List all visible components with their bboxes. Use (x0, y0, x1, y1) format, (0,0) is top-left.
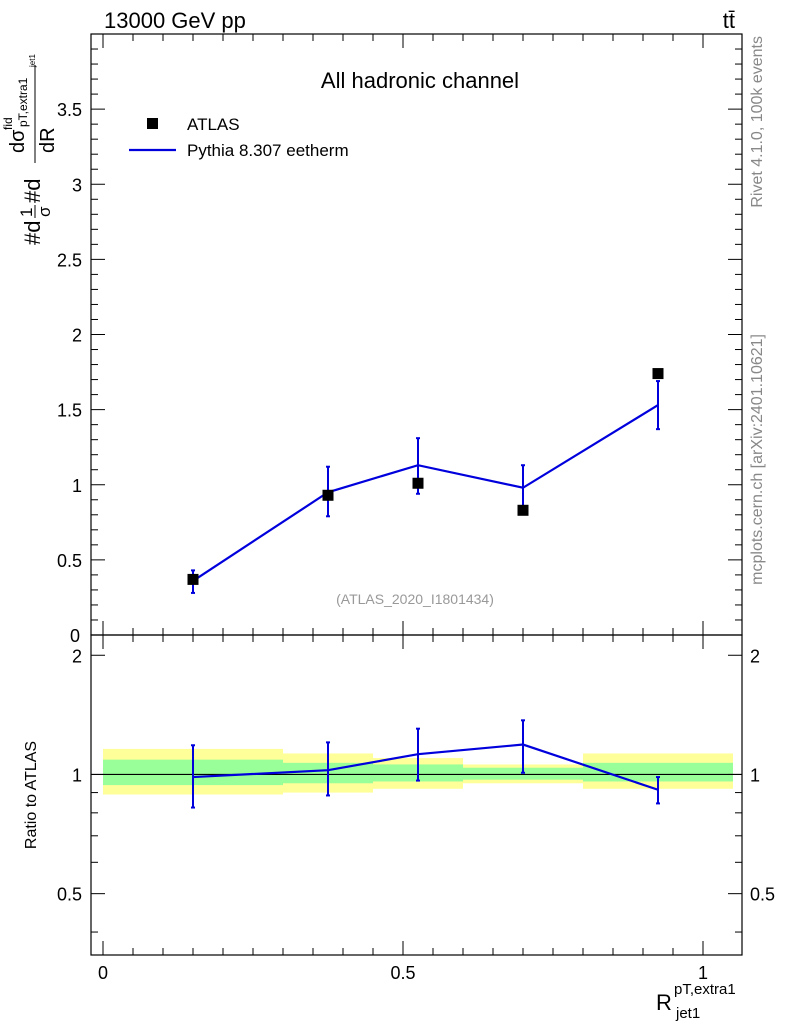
ratio-ytick-label: 2 (72, 646, 82, 666)
ratio-ylabel: Ratio to ATLAS (23, 741, 40, 849)
atlas-data-point (517, 504, 529, 516)
xlabel-main: R (656, 990, 672, 1015)
ylabel-fid: fid (1, 117, 15, 130)
ratio-ytick-label: 1 (72, 765, 82, 785)
main-ytick-label: 1 (72, 476, 82, 496)
main-ytick-label: 1.5 (57, 401, 82, 421)
xlabel-sub: jet1 (675, 1005, 700, 1022)
ylabel-hash-d-2: #d (20, 179, 45, 203)
ratio-ytick-label-right: 0.5 (750, 885, 775, 905)
legend-atlas-label: ATLAS (187, 115, 240, 134)
main-ylabel: #d 1 σ #d dσ fid pT,extra1 jet1 dR (1, 54, 59, 245)
atlas-data-point (187, 573, 199, 585)
main-series (187, 368, 664, 594)
main-y-zero-label: 0 (70, 626, 80, 646)
process-label: tt̄ (723, 8, 735, 33)
ratio-bands (91, 748, 742, 795)
rivet-label: Rivet 4.1.0, 100k events (749, 36, 766, 208)
pythia-line (192, 404, 659, 582)
legend-pythia-label: Pythia 8.307 eetherm (187, 141, 349, 160)
main-ticks: 0.5 1 1.5 2 2.5 3 3.5 (57, 34, 742, 635)
atlas-data-point (412, 477, 424, 489)
legend: ATLAS Pythia 8.307 eetherm (129, 115, 349, 160)
legend-atlas-marker (147, 118, 158, 129)
ylabel-dsigma: dσ (7, 129, 29, 153)
ratio-xtick-label: 1 (698, 963, 708, 983)
xlabel-sup: pT,extra1 (674, 981, 736, 998)
ylabel-extra: pT,extra1 (16, 77, 30, 127)
ratio-frame (90, 634, 743, 956)
main-ytick-label: 3 (72, 175, 82, 195)
main-ytick-label: 0.5 (57, 551, 82, 571)
analysis-label: (ATLAS_2020_I1801434) (336, 591, 494, 607)
main-ytick-label: 3.5 (57, 100, 82, 120)
ratio-ytick-label-right: 1 (750, 765, 760, 785)
main-title: All hadronic channel (321, 68, 519, 93)
ratio-panel: 0.5 0.5 1 1 2 2 0 0.5 1 Ratio to ATLAS (23, 634, 775, 983)
ylabel-hash-d: #d (20, 221, 45, 245)
main-ytick-label: 2.5 (57, 250, 82, 270)
mcplots-label: mcplots.cern.ch [arXiv:2401.10621] (749, 334, 766, 585)
main-ytick-label: 2 (72, 326, 82, 346)
energy-label: 13000 GeV pp (104, 8, 246, 33)
ylabel-jet: jet1 (28, 54, 37, 68)
ratio-ytick-label: 0.5 (57, 885, 82, 905)
atlas-data-point (652, 368, 664, 380)
ylabel-frac-num: 1 (17, 208, 36, 217)
ratio-ticks: 0.5 0.5 1 1 2 2 0 0.5 1 (57, 635, 775, 983)
ratio-ytick-label-right: 2 (750, 646, 760, 666)
main-panel: 0.5 1 1.5 2 2.5 3 3.5 All hadronic channel (AT… (1, 33, 743, 646)
ratio-xtick-label: 0 (98, 963, 108, 983)
atlas-data-point (322, 489, 334, 501)
ratio-series (191, 719, 660, 809)
ylabel-dR: dR (37, 127, 59, 153)
ratio-xtick-label: 0.5 (390, 963, 415, 983)
ylabel-frac-den: σ (35, 206, 54, 217)
x-axis-label: R pT,extra1 jet1 (656, 981, 736, 1022)
